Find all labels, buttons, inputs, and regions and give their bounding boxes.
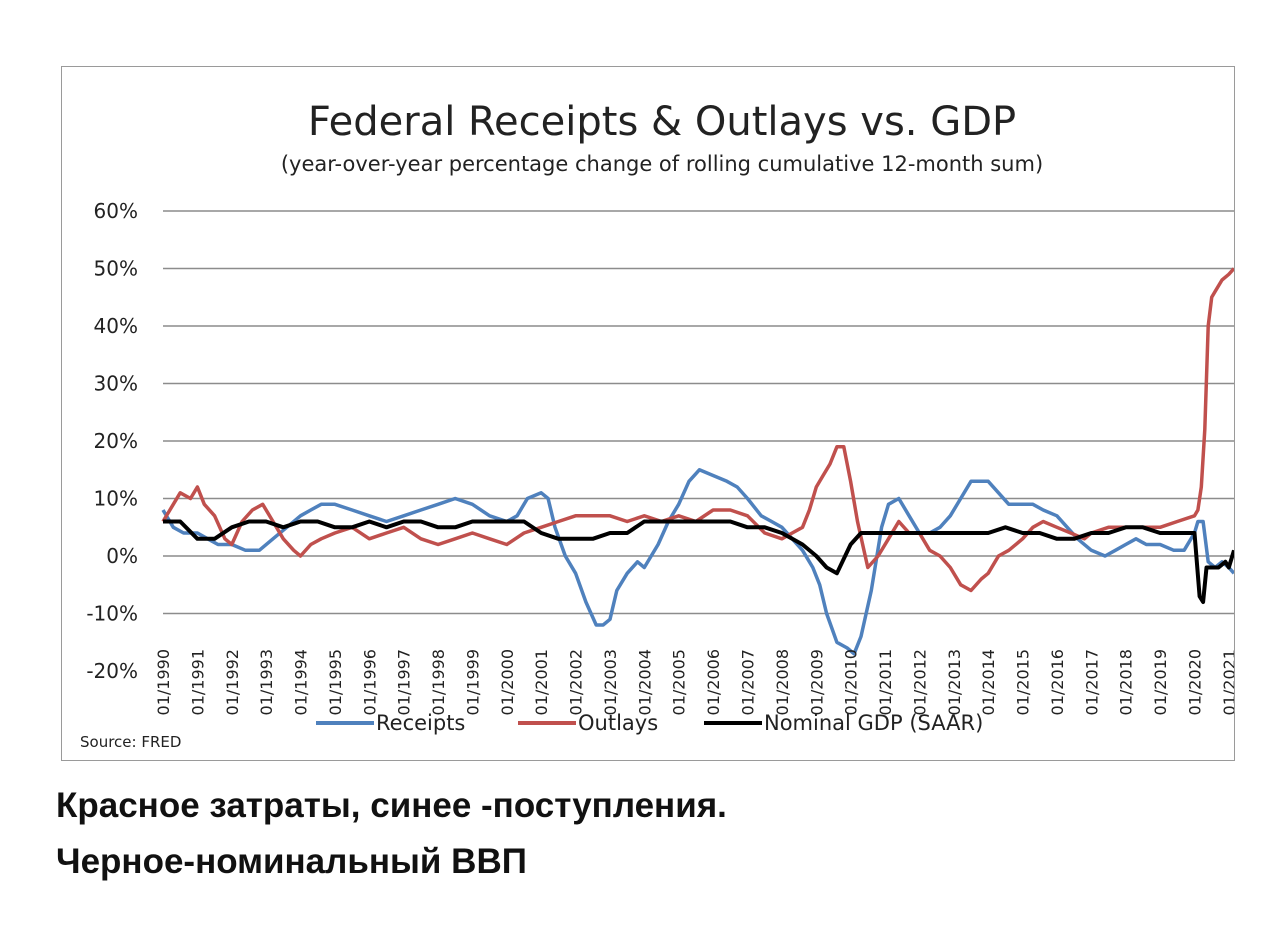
x-tick-label: 01/2011 [876,649,895,715]
legend-label: Nominal GDP (SAAR) [764,711,983,735]
y-tick-label: -10% [86,602,138,626]
x-tick-label: 01/1996 [360,649,379,715]
caption-line-2: Черное-номинальный ВВП [56,842,527,881]
x-tick-label: 01/2005 [670,649,689,715]
y-axis-ticks: -20% -10% 0% 10% 20% 30% 40% 50% 60% [86,199,138,683]
legend: Receipts Outlays Nominal GDP (SAAR) [316,711,983,735]
legend-label: Outlays [578,711,658,735]
x-tick-label: 01/1998 [429,649,448,715]
x-tick-label: 01/1992 [223,649,242,715]
x-tick-label: 01/1991 [188,649,207,715]
y-tick-label: 40% [94,314,138,338]
x-tick-label: 01/2014 [979,649,998,715]
source-label: Source: FRED [80,733,181,751]
legend-label: Receipts [376,711,465,735]
chart-frame: Federal Receipts & Outlays vs. GDP (year… [61,66,1235,761]
gridlines [163,210,1234,615]
y-tick-label: 0% [106,544,138,568]
x-tick-label: 01/2021 [1220,649,1234,715]
series-line-outlays [161,267,1234,593]
caption-line-1: Красное затраты, синее -поступления. [56,786,727,825]
x-tick-label: 01/2010 [842,649,861,715]
x-tick-label: 01/2000 [498,649,517,715]
chart: Federal Receipts & Outlays vs. GDP (year… [80,99,1234,751]
chart-title: Federal Receipts & Outlays vs. GDP [308,99,1016,145]
x-tick-label: 01/2002 [567,649,586,715]
x-tick-label: 01/2015 [1014,649,1033,715]
y-tick-label: 50% [94,257,138,281]
series-line-receipts [161,468,1234,656]
x-tick-label: 01/2001 [532,649,551,715]
x-tick-label: 01/2006 [704,649,723,715]
x-tick-label: 01/2016 [1048,649,1067,715]
x-tick-label: 01/2020 [1185,649,1204,715]
y-tick-label: -20% [86,659,138,683]
y-tick-label: 30% [94,372,138,396]
x-tick-label: 01/2018 [1117,649,1136,715]
x-tick-label: 01/2009 [807,649,826,715]
y-tick-label: 10% [94,487,138,511]
x-tick-label: 01/2013 [945,649,964,715]
x-tick-label: 01/2017 [1082,649,1101,715]
x-tick-label: 01/1999 [463,649,482,715]
x-tick-label: 01/1990 [154,649,173,715]
x-tick-label: 01/2004 [635,649,654,715]
x-tick-label: 01/2003 [601,649,620,715]
x-tick-label: 01/1994 [292,649,311,715]
chart-subtitle: (year-over-year percentage change of rol… [281,152,1043,176]
series-lines [161,267,1234,656]
y-tick-label: 20% [94,429,138,453]
x-tick-label: 01/2007 [738,649,757,715]
x-tick-label: 01/2008 [773,649,792,715]
y-tick-label: 60% [94,199,138,223]
x-tick-label: 01/1995 [326,649,345,715]
x-tick-label: 01/2012 [910,649,929,715]
x-tick-label: 01/1997 [395,649,414,715]
series-line-nominal-gdp-saar- [163,519,1234,604]
x-axis-ticks: 01/1990 01/1991 01/1992 01/1993 01/1994 01/19… [154,649,1234,715]
x-tick-label: 01/2019 [1151,649,1170,715]
x-tick-label: 01/1993 [257,649,276,715]
